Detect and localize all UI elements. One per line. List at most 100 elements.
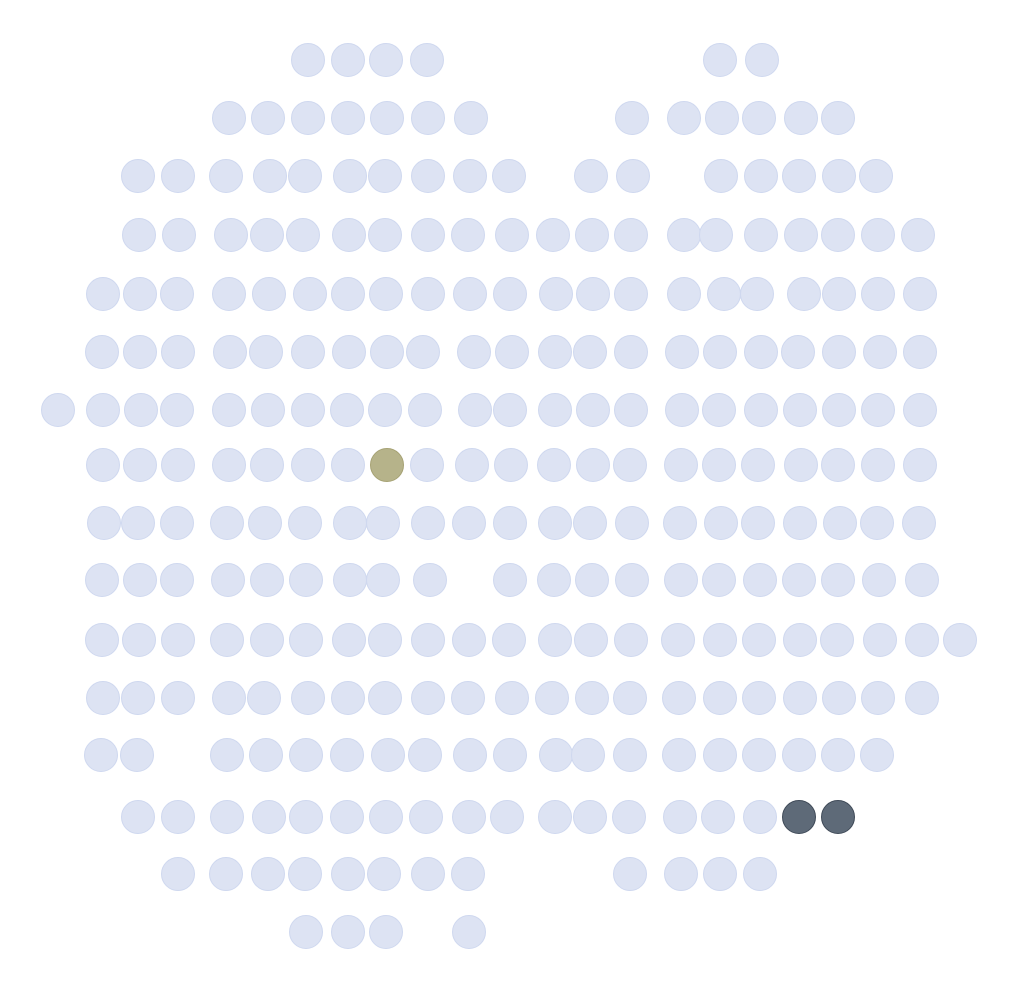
dot (85, 623, 119, 657)
dot (247, 681, 281, 715)
dot (212, 681, 246, 715)
dot (536, 218, 570, 252)
dot (744, 393, 778, 427)
dot (160, 277, 194, 311)
dot (250, 218, 284, 252)
dot (707, 277, 741, 311)
dot (821, 218, 855, 252)
dot (741, 506, 775, 540)
dot (368, 393, 402, 427)
dot (453, 738, 487, 772)
dot (495, 335, 529, 369)
dot (539, 738, 573, 772)
dot (288, 506, 322, 540)
dot (665, 335, 699, 369)
dot (535, 681, 569, 715)
dot (821, 738, 855, 772)
dot (613, 681, 647, 715)
dot (333, 563, 367, 597)
dot (822, 681, 856, 715)
dot (453, 277, 487, 311)
dot (291, 43, 325, 77)
dot (252, 800, 286, 834)
dot (451, 218, 485, 252)
dot (538, 623, 572, 657)
dot (493, 277, 527, 311)
dot (821, 101, 855, 135)
dot (330, 393, 364, 427)
dot (538, 335, 572, 369)
dot (537, 563, 571, 597)
dot (701, 800, 735, 834)
dot (662, 738, 696, 772)
dot (451, 857, 485, 891)
dot (411, 159, 445, 193)
dot (122, 218, 156, 252)
dot (822, 277, 856, 311)
dot (368, 623, 402, 657)
dot (863, 623, 897, 657)
dot (575, 681, 609, 715)
dot (457, 335, 491, 369)
dot (742, 101, 776, 135)
dot (368, 681, 402, 715)
dot (369, 277, 403, 311)
dot (614, 623, 648, 657)
dot (742, 623, 776, 657)
dot (291, 448, 325, 482)
dot (823, 506, 857, 540)
dot (212, 101, 246, 135)
dot (370, 101, 404, 135)
dot (743, 563, 777, 597)
dot (614, 218, 648, 252)
dot (860, 506, 894, 540)
dot (455, 448, 489, 482)
dot (613, 448, 647, 482)
dot (667, 101, 701, 135)
dot (249, 738, 283, 772)
dot (371, 738, 405, 772)
dot (861, 277, 895, 311)
dot (614, 277, 648, 311)
dot (615, 101, 649, 135)
dot (331, 101, 365, 135)
dot (161, 335, 195, 369)
dot (616, 159, 650, 193)
dot (369, 915, 403, 949)
dot (368, 159, 402, 193)
dot (494, 448, 528, 482)
dot (210, 506, 244, 540)
dot (160, 506, 194, 540)
dot (291, 101, 325, 135)
dot (576, 393, 610, 427)
dot (495, 681, 529, 715)
dot (86, 448, 120, 482)
dot (210, 623, 244, 657)
dot (743, 857, 777, 891)
dot (161, 159, 195, 193)
dot (903, 277, 937, 311)
dot (663, 800, 697, 834)
dot (664, 448, 698, 482)
dot (490, 800, 524, 834)
dot (212, 448, 246, 482)
dot (214, 218, 248, 252)
dot (331, 448, 365, 482)
dot (368, 218, 402, 252)
dot (458, 393, 492, 427)
dot (291, 335, 325, 369)
dot (905, 563, 939, 597)
dot (331, 915, 365, 949)
dot (614, 393, 648, 427)
dot (613, 738, 647, 772)
dot (85, 335, 119, 369)
dot (330, 800, 364, 834)
dot (493, 738, 527, 772)
dot (408, 393, 442, 427)
dot (742, 738, 776, 772)
dot (744, 159, 778, 193)
dot (822, 159, 856, 193)
dot (576, 448, 610, 482)
dot (661, 623, 695, 657)
dot (784, 448, 818, 482)
